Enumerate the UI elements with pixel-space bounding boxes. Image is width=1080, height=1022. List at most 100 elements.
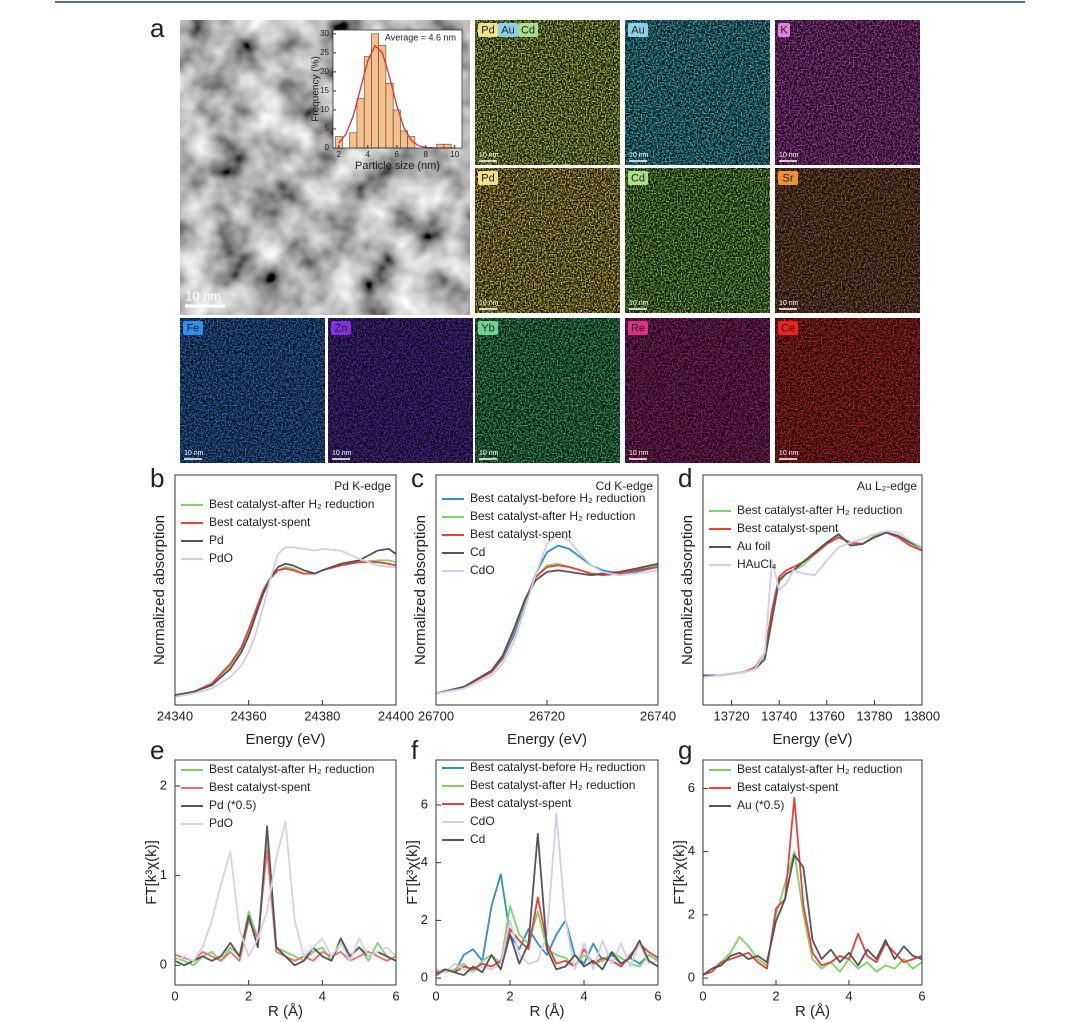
histogram-bar (385, 82, 394, 149)
panel-label: c (411, 463, 424, 493)
map-scale-bar-label: 10 nm (629, 152, 649, 159)
plot-frame (174, 474, 397, 706)
x-tick-label: 0 (171, 988, 178, 1003)
plot-area (703, 475, 922, 705)
map-scale-bar-label: 10 nm (332, 450, 352, 457)
map-signal (475, 168, 620, 313)
y-tick-label: 4 (688, 843, 695, 858)
map-badge-label: K (780, 24, 788, 36)
map-badge-label: Pd (481, 24, 494, 36)
y-tick-label: 15 (320, 86, 329, 95)
legend-label: PdO (209, 816, 233, 830)
map-scale-bar-label: 10 nm (479, 152, 499, 159)
panel-label: a (150, 13, 165, 43)
x-tick-label: 2 (772, 988, 779, 1003)
x-axis-label: R (Å) (530, 1003, 565, 1020)
map-scale-bar-label: 10 nm (629, 450, 649, 457)
legend-label: CdO (470, 563, 495, 577)
x-tick-label: 26700 (418, 708, 454, 723)
data-line (435, 832, 659, 977)
x-tick-label: 4 (319, 988, 326, 1003)
data-line (702, 530, 923, 678)
legend-label: Pd (209, 533, 224, 547)
y-tick-label: 0 (688, 969, 695, 984)
x-tick-label: 26720 (529, 708, 565, 723)
legend-label: Best catalyst-after H₂ reduction (737, 503, 902, 517)
legend-label: Au foil (737, 539, 770, 553)
map-badge-label: Au (631, 24, 644, 36)
map-badge-label: Cd (631, 172, 645, 184)
x-tick-label: 4 (366, 150, 371, 159)
legend-label: Best catalyst-spent (209, 780, 311, 794)
map-badge-label: Zn (335, 322, 348, 334)
x-tick-label: 24400 (378, 708, 414, 723)
legend-label: Best catalyst-spent (209, 515, 311, 529)
legend-label: Cd (470, 832, 485, 846)
map-badge (331, 321, 351, 335)
map-badge-label: Fe (187, 322, 200, 334)
x-tick-label: 13780 (856, 708, 892, 723)
data-line (174, 548, 397, 696)
edge-title: Au L₂-edge (857, 479, 917, 493)
x-tick-label: 2 (337, 150, 342, 159)
y-tick-label: 20 (320, 67, 329, 76)
map-badge (628, 321, 648, 335)
legend-label: Best catalyst-before H₂ reduction (470, 491, 645, 505)
map-signal (180, 318, 325, 463)
map-signal (775, 20, 920, 165)
legend-label: Best catalyst-spent (737, 780, 839, 794)
map-badge (478, 321, 498, 335)
legend-label: Best catalyst-after H₂ reduction (209, 762, 374, 776)
x-axis-label: R (Å) (795, 1003, 830, 1020)
plot-area (175, 475, 396, 705)
x-tick-label: 26740 (640, 708, 676, 723)
y-axis-label: Normalized absorption (151, 515, 168, 665)
y-tick-label: 30 (320, 29, 329, 38)
legend-label: HAuCl₄ (737, 557, 777, 571)
x-axis-label: Particle size (nm) (355, 160, 440, 172)
x-tick-label: 24380 (304, 708, 340, 723)
legend-label: Best catalyst-spent (737, 521, 839, 535)
x-tick-label: 24360 (231, 708, 267, 723)
map-badge (628, 171, 648, 185)
y-tick-label: 1 (160, 867, 167, 882)
data-line (174, 825, 397, 967)
x-tick-label: 6 (654, 988, 661, 1003)
map-badge (778, 321, 798, 335)
y-tick-label: 0 (325, 143, 330, 152)
legend-label: Best catalyst-after H₂ reduction (470, 778, 635, 792)
map-badge (778, 23, 790, 37)
map-scale-bar-label: 10 nm (479, 300, 499, 307)
data-line (435, 533, 659, 695)
map-scale-bar-label: 10 nm (779, 300, 799, 307)
y-tick-label: 25 (320, 48, 329, 57)
histogram-bar (392, 109, 401, 149)
data-line (435, 812, 659, 974)
x-tick-label: 2 (245, 988, 252, 1003)
legend-label: Best catalyst-before H₂ reduction (470, 760, 645, 774)
x-axis-label: R (Å) (268, 1003, 303, 1020)
y-tick-label: 5 (325, 124, 330, 133)
plot-frame (174, 759, 397, 986)
x-axis-label: Energy (eV) (507, 731, 587, 748)
x-tick-label: 4 (845, 988, 852, 1003)
annotation: Average = 4.6 nm (385, 32, 456, 42)
y-axis-label: FT[k³χ(k)] (404, 840, 421, 905)
data-line (174, 546, 396, 698)
histogram-bar (356, 98, 365, 149)
map-signal (475, 20, 620, 165)
y-axis-label: Normalized absorption (412, 515, 429, 665)
x-tick-label: 6 (392, 988, 399, 1003)
y-axis-label: FT[k³χ(k)] (671, 840, 688, 905)
edge-title: Pd K-edge (334, 479, 391, 493)
panel-label: e (150, 735, 164, 765)
map-badge (518, 23, 538, 37)
legend-label: Pd (*0.5) (209, 798, 256, 812)
legend-label: Best catalyst-spent (470, 527, 572, 541)
map-badge (478, 23, 498, 37)
x-tick-label: 0 (432, 988, 439, 1003)
map-badge (478, 171, 498, 185)
x-tick-label: 6 (918, 988, 925, 1003)
